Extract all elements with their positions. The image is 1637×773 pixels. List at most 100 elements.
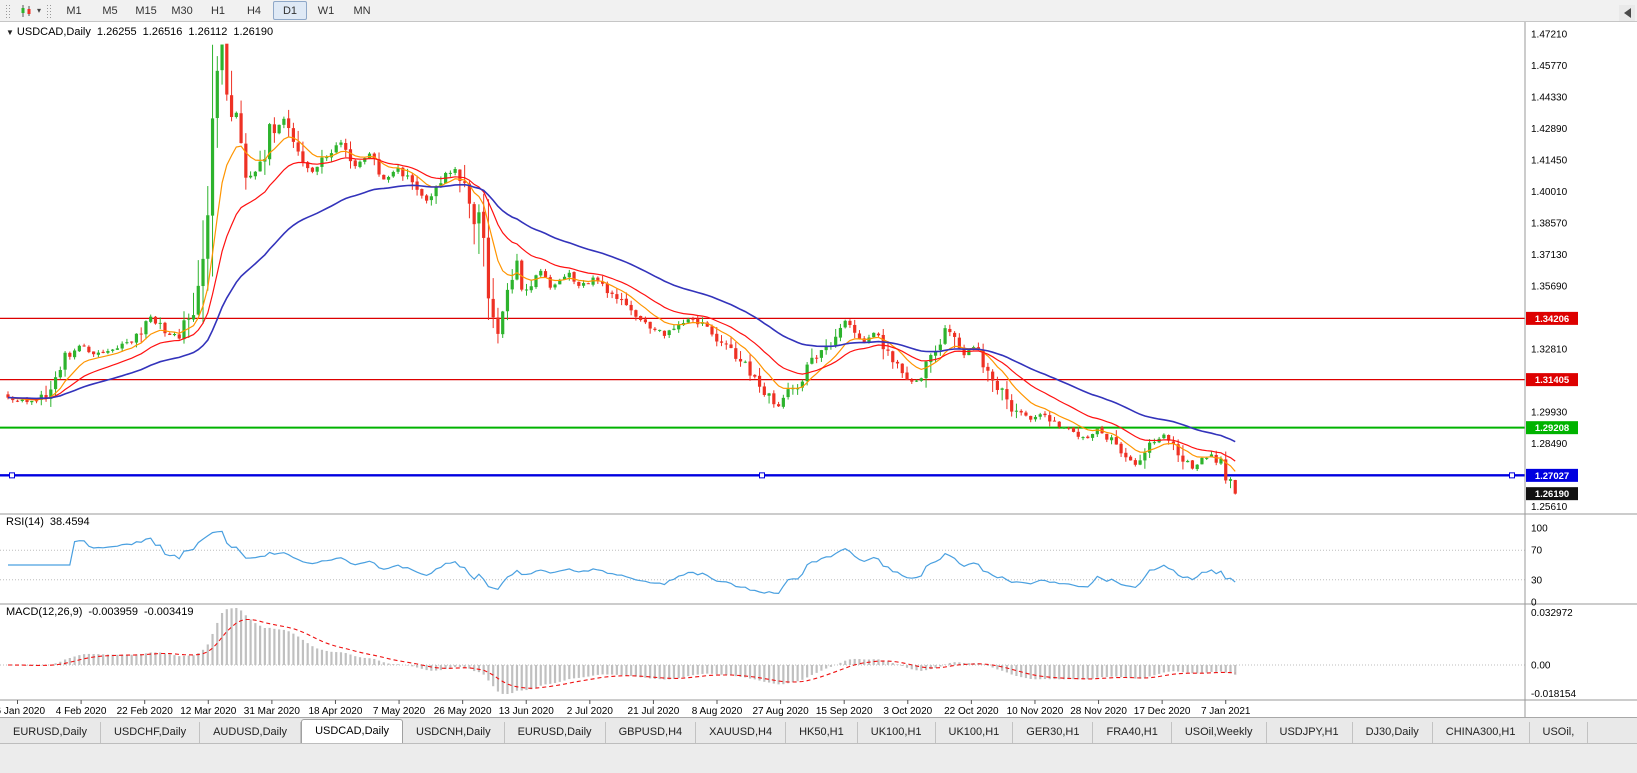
price-axis-label: 1.41450 xyxy=(1531,155,1568,166)
date-axis-label: 13 Jun 2020 xyxy=(499,706,554,717)
timeframe-button-m30[interactable]: M30 xyxy=(171,4,193,17)
price-axis-label: 1.35690 xyxy=(1531,281,1568,292)
price-axis-label: 1.38570 xyxy=(1531,218,1568,229)
macd-name: MACD(12,26,9) xyxy=(6,606,83,618)
top-toolbar: ▾ M1 M5 M15 M30 H1 H4 D1 W1 MN xyxy=(0,0,1637,22)
toolbar-grip[interactable] xyxy=(5,3,10,18)
chart-tab-usoil-weekly[interactable]: USOil,Weekly xyxy=(1172,722,1267,743)
chart-tab-eurusd-daily[interactable]: EURUSD,Daily xyxy=(0,722,101,743)
macd-axis-max: 0.032972 xyxy=(1531,608,1573,619)
timeframe-button-w1[interactable]: W1 xyxy=(317,4,335,17)
svg-text:1.34206: 1.34206 xyxy=(1535,314,1569,325)
rsi-indicator-label: RSI(14) 38.4594 xyxy=(6,516,90,528)
date-axis-label: 2 Jul 2020 xyxy=(567,706,614,717)
price-axis[interactable]: 1.47210 1.45770 1.44330 1.42890 1.41450 1.400… xyxy=(1526,30,1578,700)
candlestick-chart-icon[interactable] xyxy=(15,1,37,21)
rsi-axis-label: 30 xyxy=(1531,575,1543,586)
date-axis-label: 4 Feb 2020 xyxy=(56,706,107,717)
chart-tab-ger30-h1[interactable]: GER30,H1 xyxy=(1013,722,1094,743)
date-axis-label: 22 Oct 2020 xyxy=(944,706,999,717)
price-axis-label: 1.37130 xyxy=(1531,250,1568,261)
date-axis-label: 7 May 2020 xyxy=(373,706,426,717)
timeframe-button-h4[interactable]: H4 xyxy=(246,4,262,17)
macd-signal-line xyxy=(8,618,1236,689)
price-badge-1.26190 xyxy=(1526,487,1578,501)
chart-tab-usdjpy-h1[interactable]: USDJPY,H1 xyxy=(1267,722,1353,743)
date-axis-label: 7 Jan 2021 xyxy=(1201,706,1251,717)
macd-axis-zero: 0.00 xyxy=(1531,660,1551,671)
chart-tab-xauusd-h4[interactable]: XAUUSD,H4 xyxy=(696,722,787,743)
chart-area[interactable]: 1.47210 1.45770 1.44330 1.42890 1.41450 1.400… xyxy=(0,22,1637,717)
chart-tab-uk100-h1[interactable]: UK100,H1 xyxy=(858,722,936,743)
date-axis-label: 3 Oct 2020 xyxy=(883,706,932,717)
line-handle[interactable] xyxy=(1509,472,1515,479)
rsi-axis-label: 0 xyxy=(1531,598,1537,609)
price-axis-label: 1.40010 xyxy=(1531,187,1568,198)
date-axis-label: 27 Aug 2020 xyxy=(753,706,810,717)
timeframe-button-m1[interactable]: M1 xyxy=(66,4,82,17)
price-axis-label: 1.32810 xyxy=(1531,344,1568,355)
symbol-timeframe-text: USDCAD,Daily xyxy=(16,26,91,38)
date-axis[interactable]: 16 Jan 2020 4 Feb 2020 22 Feb 2020 12 Mar 2… xyxy=(0,700,1251,717)
svg-text:1.26190: 1.26190 xyxy=(1535,489,1569,500)
price-axis-label: 1.44330 xyxy=(1531,93,1568,104)
ohlc-low: 1.26112 xyxy=(188,26,228,38)
chart-tab-uk100-h1[interactable]: UK100,H1 xyxy=(936,722,1014,743)
timeframe-button-d1[interactable]: D1 xyxy=(273,1,308,20)
chart-tab-dj30-daily[interactable]: DJ30,Daily xyxy=(1353,722,1433,743)
date-axis-label: 21 Jul 2020 xyxy=(628,706,680,717)
toolbar-grip-2[interactable] xyxy=(46,3,52,18)
price-axis-label: 1.45770 xyxy=(1531,61,1568,72)
price-axis-label: 1.25610 xyxy=(1531,502,1568,513)
ma-45-line xyxy=(7,183,1236,443)
price-axis-label: 1.47210 xyxy=(1531,30,1568,41)
rsi-value: 38.4594 xyxy=(49,516,90,528)
line-handle[interactable] xyxy=(759,472,765,479)
chart-collapse-arrow-icon[interactable]: ▼ xyxy=(6,27,14,37)
timeframe-button-m15[interactable]: M15 xyxy=(135,4,157,17)
macd-main-value: -0.003959 xyxy=(88,606,138,618)
chart-tab-usdcad-daily[interactable]: USDCAD,Daily xyxy=(301,719,404,743)
chart-tab-usdcnh-daily[interactable]: USDCNH,Daily xyxy=(403,722,505,743)
chart-tab-fra40-h1[interactable]: FRA40,H1 xyxy=(1093,722,1172,743)
date-axis-label: 16 Jan 2020 xyxy=(0,706,45,717)
scroll-left-arrow-icon xyxy=(1623,8,1631,18)
timeframe-button-group: M1 M5 M15 M30 H1 H4 D1 W1 MN xyxy=(56,1,380,20)
macd-panel xyxy=(0,608,1525,694)
date-axis-label: 18 Apr 2020 xyxy=(308,706,362,717)
chart-tab-eurusd-daily[interactable]: EURUSD,Daily xyxy=(505,722,606,743)
ma-9-line xyxy=(7,136,1236,472)
chart-tab-audusd-daily[interactable]: AUDUSD,Daily xyxy=(200,722,302,743)
timeframe-button-mn[interactable]: MN xyxy=(353,4,371,17)
date-axis-label: 8 Aug 2020 xyxy=(692,706,743,717)
price-axis-label: 1.29930 xyxy=(1531,407,1568,418)
chart-tab-china300-h1[interactable]: CHINA300,H1 xyxy=(1433,722,1530,743)
status-bar xyxy=(0,743,1637,773)
rsi-axis-label: 70 xyxy=(1531,546,1543,557)
rsi-panel xyxy=(0,530,1525,595)
price-badge-1.31405 xyxy=(1526,373,1578,387)
date-axis-label: 15 Sep 2020 xyxy=(816,706,873,717)
chart-canvas[interactable]: 1.47210 1.45770 1.44330 1.42890 1.41450 1.400… xyxy=(0,22,1637,717)
svg-text:1.31405: 1.31405 xyxy=(1535,375,1570,386)
candlestick-series xyxy=(6,43,1237,495)
rsi-line xyxy=(8,530,1236,595)
timeframe-button-m5[interactable]: M5 xyxy=(102,4,118,17)
date-axis-label: 26 May 2020 xyxy=(434,706,492,717)
line-handle[interactable] xyxy=(9,472,15,479)
chart-tab-hk50-h1[interactable]: HK50,H1 xyxy=(786,722,858,743)
date-axis-label: 17 Dec 2020 xyxy=(1134,706,1191,717)
chart-type-dropdown-caret-icon[interactable]: ▾ xyxy=(37,5,42,15)
ohlc-open: 1.26255 xyxy=(96,26,137,38)
macd-indicator-label: MACD(12,26,9) -0.003959 -0.003419 xyxy=(6,606,194,618)
chart-tab-usoil[interactable]: USOil, xyxy=(1530,722,1589,743)
ohlc-close: 1.26190 xyxy=(233,26,274,38)
chart-symbol-label: ▼ USDCAD,Daily 1.26255 1.26516 1.26112 1… xyxy=(6,26,273,38)
panel-separators xyxy=(0,22,1637,717)
chart-tab-gbpusd-h4[interactable]: GBPUSD,H4 xyxy=(606,722,697,743)
moving-averages xyxy=(7,136,1236,472)
tab-scroll-left-button[interactable] xyxy=(1619,5,1635,21)
chart-tab-usdchf-daily[interactable]: USDCHF,Daily xyxy=(101,722,201,743)
timeframe-button-h1[interactable]: H1 xyxy=(210,4,226,17)
